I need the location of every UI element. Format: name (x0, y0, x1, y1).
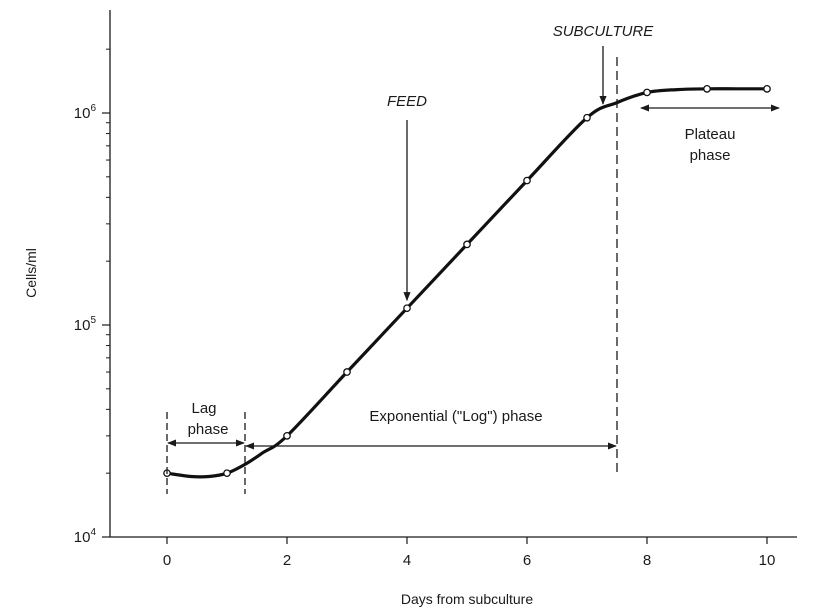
y-axis-label: Cells/ml (23, 248, 39, 298)
lag-phase-label-line2: phase (188, 421, 229, 438)
plateau-phase-label-line2: phase (690, 147, 731, 164)
exponential-phase-label: Exponential ("Log") phase (369, 408, 542, 425)
data-point (583, 113, 591, 122)
y-tick-label: 104 (74, 527, 97, 546)
data-point (463, 240, 471, 249)
y-ticks: 104 105 106 (74, 48, 110, 546)
data-point (643, 88, 651, 97)
x-tick-label: 4 (403, 552, 411, 569)
subculture-annotation-label: SUBCULTURE (553, 23, 655, 40)
data-point (343, 368, 351, 376)
x-tick-label: 6 (523, 552, 531, 569)
x-tick-label: 10 (759, 552, 776, 569)
data-point (283, 432, 291, 440)
x-tick-label: 2 (283, 552, 291, 569)
data-points (163, 84, 771, 478)
axes (109, 10, 797, 538)
y-tick-label: 105 (74, 315, 97, 334)
x-ticks: 0 2 4 6 8 10 (163, 537, 776, 569)
data-point (763, 84, 771, 93)
data-point (403, 304, 411, 313)
feed-annotation-label: FEED (387, 93, 427, 110)
data-point (703, 84, 711, 93)
y-tick-label: 106 (74, 103, 97, 122)
data-point (223, 469, 231, 478)
annotations (166, 46, 780, 494)
x-axis-label: Days from subculture (401, 591, 533, 607)
data-point (523, 176, 531, 185)
plateau-phase-label-line1: Plateau (685, 126, 736, 143)
lag-phase-label-line1: Lag (191, 400, 216, 417)
x-tick-label: 8 (643, 552, 651, 569)
x-tick-label: 0 (163, 552, 171, 569)
